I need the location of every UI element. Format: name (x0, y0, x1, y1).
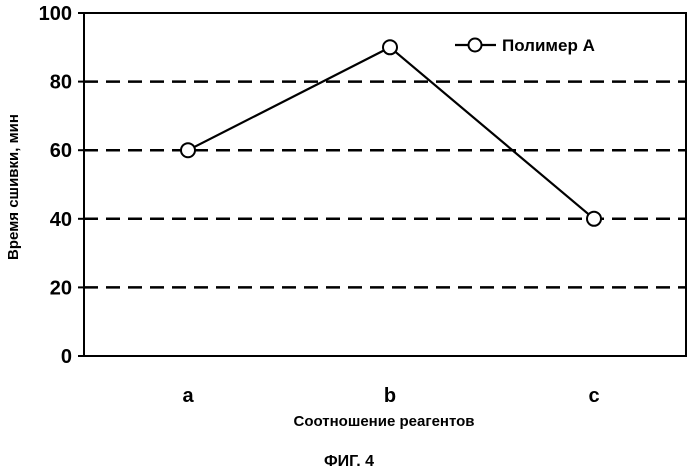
y-tick-label: 100 (39, 3, 72, 25)
y-axis-title: Время сшивки, мин (5, 114, 22, 260)
y-tick-label: 80 (50, 72, 72, 94)
legend-point-marker (469, 39, 482, 52)
gridlines (84, 82, 686, 288)
data-point (383, 40, 397, 54)
legend-label: Полимер А (502, 36, 595, 55)
plot-area-frame (84, 13, 686, 356)
figure-caption: ФИГ. 4 (324, 453, 374, 470)
legend: Полимер А (455, 36, 595, 55)
y-axis-ticks: 0 20 40 60 80 100 (39, 3, 84, 368)
x-axis-ticks: a b c (182, 385, 599, 407)
y-tick-label: 0 (61, 346, 72, 368)
x-axis-title: Соотношение реагентов (293, 413, 474, 430)
y-tick-label: 40 (50, 209, 72, 231)
x-tick-label: c (588, 385, 599, 407)
y-tick-label: 20 (50, 277, 72, 299)
y-tick-label: 60 (50, 140, 72, 162)
x-tick-label: a (182, 385, 194, 407)
series-line (188, 47, 594, 219)
series-layer (181, 40, 601, 226)
data-point (181, 143, 195, 157)
data-point (587, 212, 601, 226)
x-tick-label: b (384, 385, 396, 407)
